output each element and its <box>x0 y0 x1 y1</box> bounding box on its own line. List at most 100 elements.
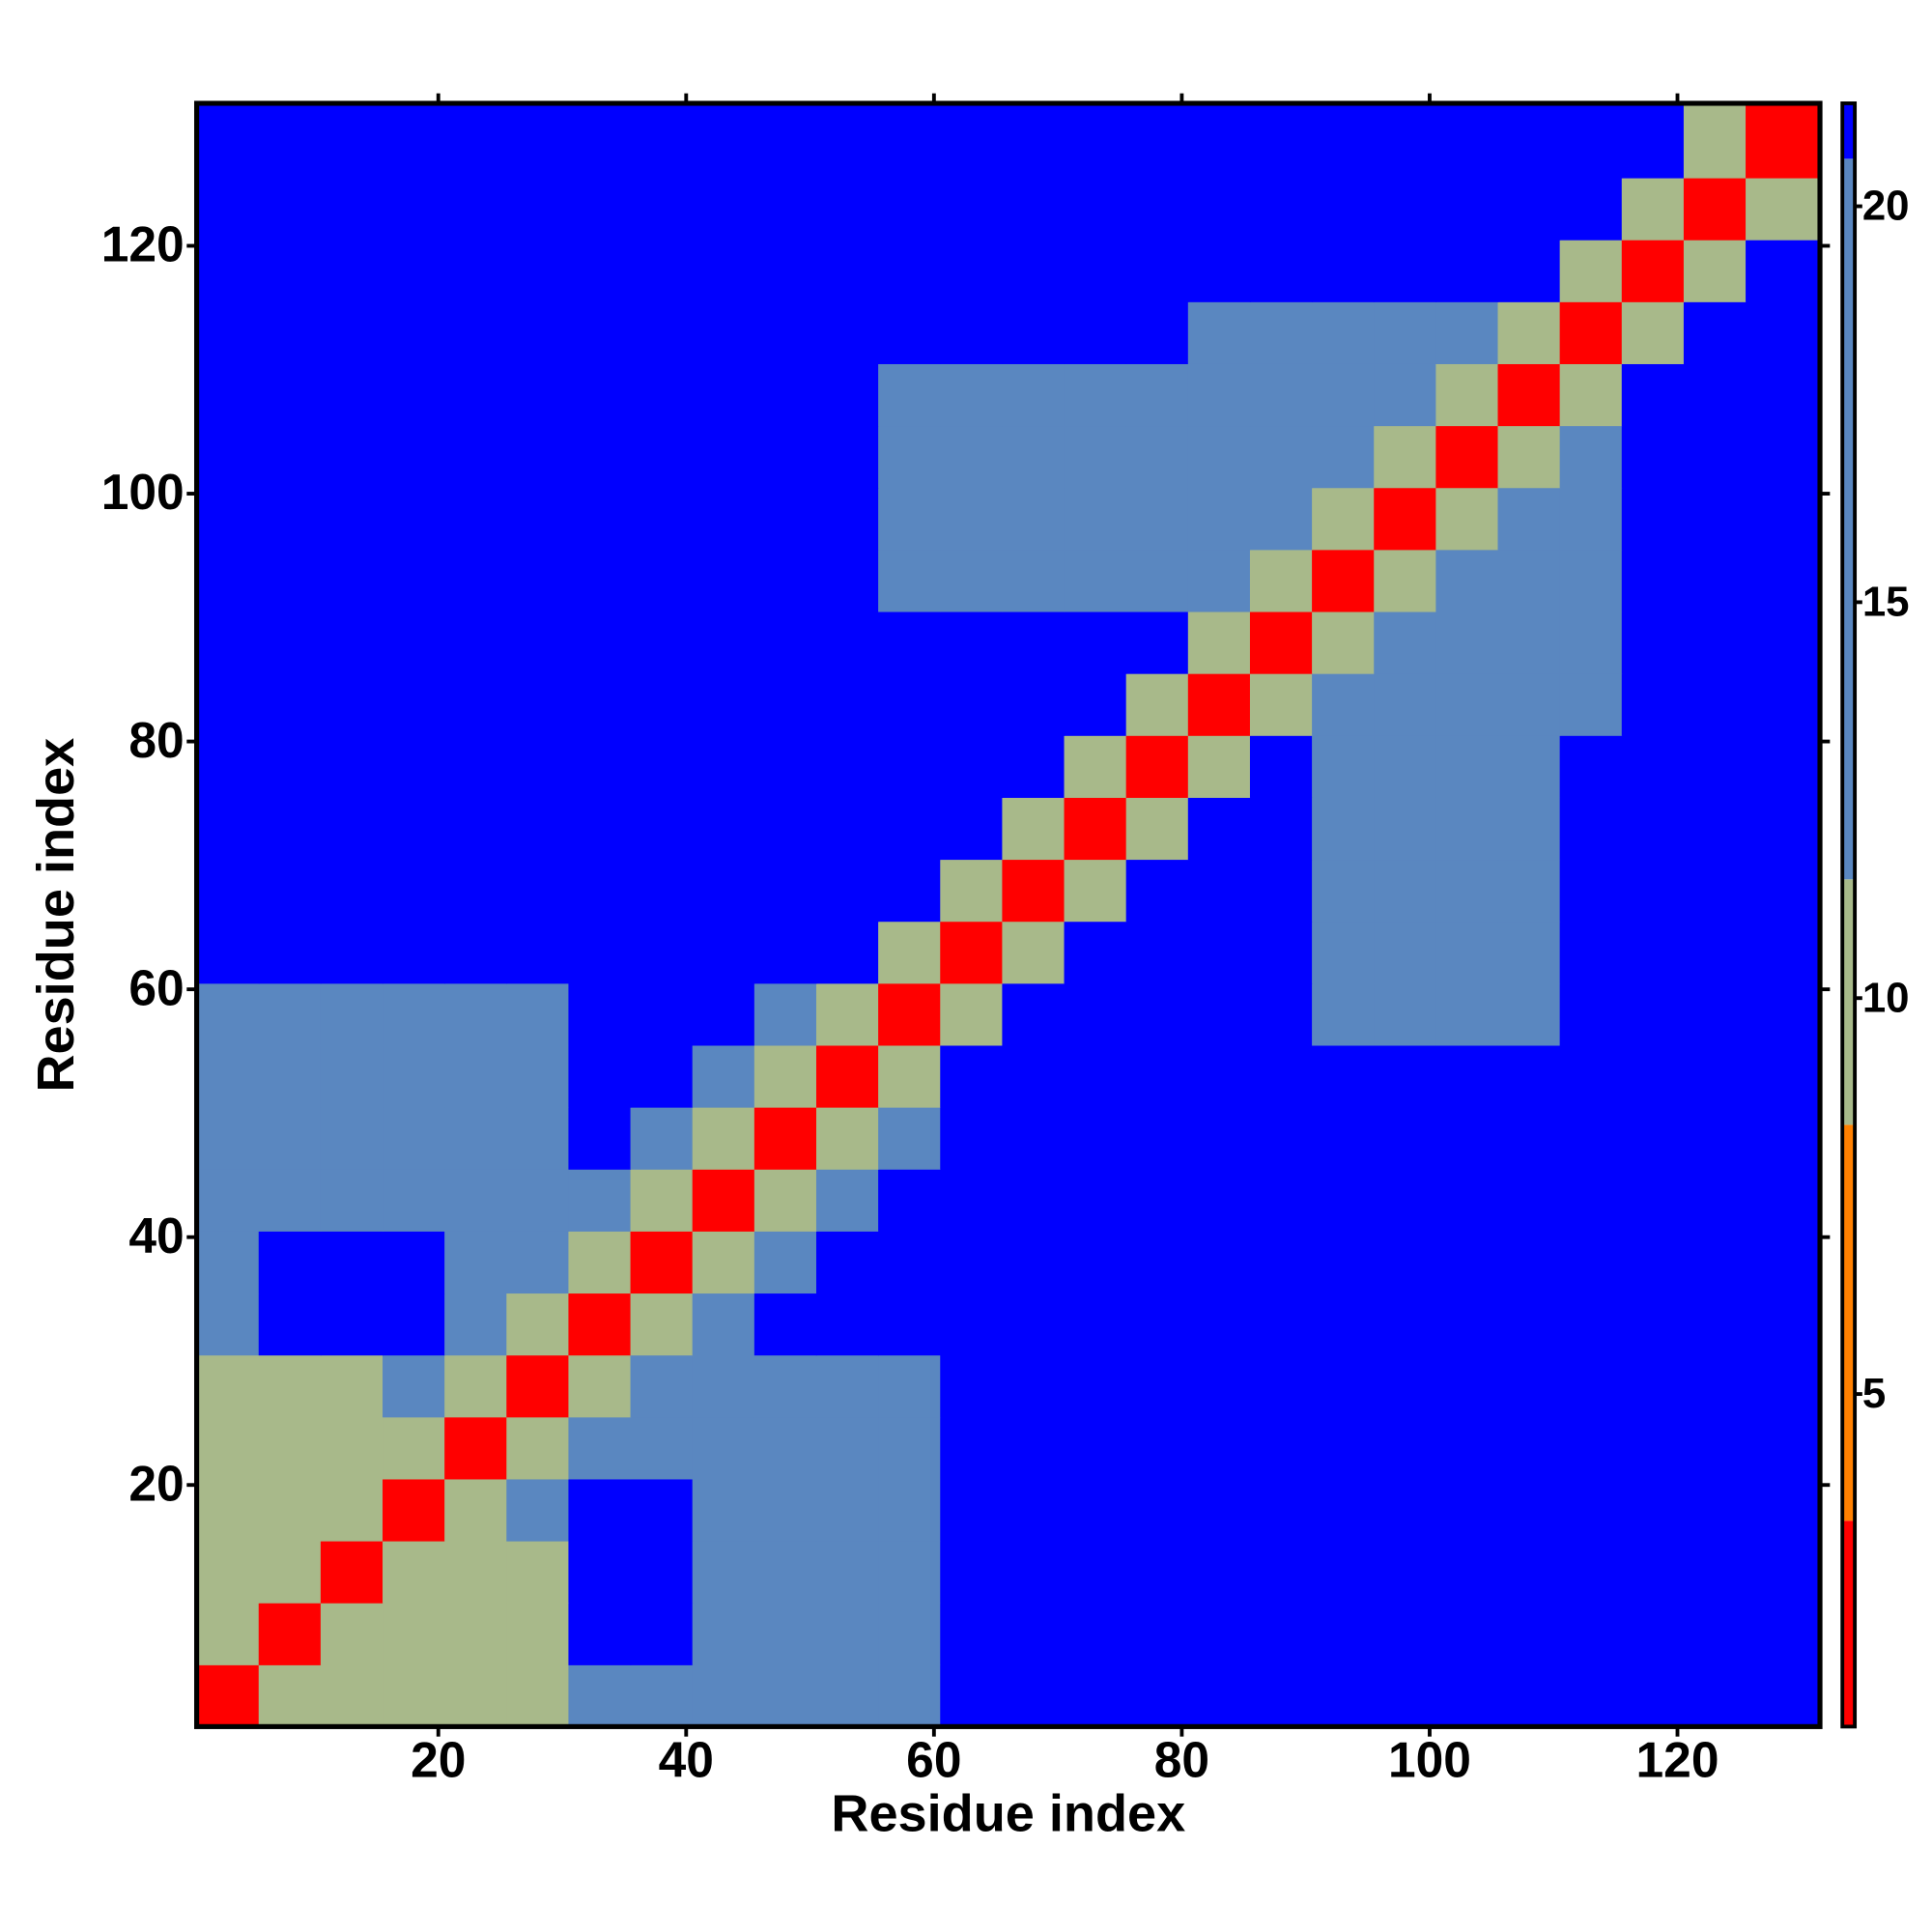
heatmap-cell <box>1312 487 1375 551</box>
heatmap-cell <box>630 1416 694 1480</box>
heatmap-cell <box>1125 921 1189 984</box>
heatmap-cell <box>383 1169 445 1232</box>
heatmap-cell <box>1746 735 1821 798</box>
heatmap-cell <box>383 363 445 427</box>
heatmap-cell <box>1187 673 1251 736</box>
heatmap-cell <box>1497 240 1561 302</box>
heatmap-cell <box>1683 1044 1747 1108</box>
heatmap-cell <box>506 1169 570 1232</box>
heatmap-cell <box>630 102 694 179</box>
heatmap-cell <box>878 1106 941 1170</box>
heatmap-cell <box>1249 611 1313 674</box>
heatmap-cell <box>444 1293 507 1356</box>
heatmap-cell <box>258 363 322 427</box>
heatmap-cell <box>878 301 941 364</box>
heatmap-cell <box>1374 859 1437 923</box>
heatmap-cell <box>630 982 694 1046</box>
colorbar-tick-label: 20 <box>1862 183 1910 230</box>
heatmap-cell <box>815 611 879 674</box>
heatmap-cell <box>196 301 260 364</box>
heatmap-cell <box>506 549 570 612</box>
heatmap-cell <box>692 1293 755 1356</box>
heatmap-cell <box>753 1044 817 1108</box>
y-tick-label: 20 <box>128 1455 184 1511</box>
heatmap-cell <box>1002 1540 1065 1604</box>
heatmap-cell <box>383 102 445 179</box>
heatmap-cell <box>1002 240 1065 302</box>
heatmap-cell <box>1435 1478 1499 1542</box>
heatmap-cell <box>815 1603 879 1665</box>
heatmap-cell <box>320 1603 384 1665</box>
heatmap-cell <box>258 1416 322 1480</box>
heatmap-cell <box>1497 1293 1561 1356</box>
heatmap-cell <box>753 797 817 861</box>
heatmap-cell <box>1374 1044 1437 1108</box>
heatmap-cell <box>940 921 1004 984</box>
heatmap-cell <box>1374 1478 1437 1542</box>
heatmap-cell <box>444 611 507 674</box>
heatmap-cell <box>878 611 941 674</box>
heatmap-cell <box>1187 797 1251 861</box>
heatmap-cell <box>692 1540 755 1604</box>
heatmap-cell <box>1559 549 1623 612</box>
heatmap-cell <box>258 1354 322 1418</box>
heatmap-cell <box>630 549 694 612</box>
heatmap-cell <box>1559 301 1623 364</box>
heatmap-cell <box>258 921 322 984</box>
heatmap-cell <box>444 1603 507 1665</box>
heatmap-cell <box>444 102 507 179</box>
heatmap-cell <box>506 363 570 427</box>
heatmap-cell <box>1746 1293 1821 1356</box>
heatmap-cell <box>815 1106 879 1170</box>
heatmap-cell <box>1374 611 1437 674</box>
heatmap-cell <box>630 1106 694 1170</box>
heatmap-cell <box>1435 921 1499 984</box>
heatmap-cell <box>568 102 632 179</box>
heatmap-cell <box>1249 1664 1313 1728</box>
heatmap-cell <box>1187 1478 1251 1542</box>
heatmap-cell <box>1621 240 1685 302</box>
heatmap-cell <box>383 487 445 551</box>
heatmap-cell <box>878 177 941 241</box>
heatmap-cell <box>1374 735 1437 798</box>
heatmap-cell <box>630 177 694 241</box>
heatmap-cell <box>1621 1231 1685 1294</box>
heatmap-cell <box>753 102 817 179</box>
heatmap-cell <box>1125 1478 1189 1542</box>
heatmap-cell <box>1125 102 1189 179</box>
heatmap-cell <box>506 673 570 736</box>
heatmap-cell <box>196 1603 260 1665</box>
heatmap-cell <box>878 102 941 179</box>
heatmap-cell <box>1374 549 1437 612</box>
heatmap-cell <box>1435 1354 1499 1418</box>
heatmap-cell <box>1746 363 1821 427</box>
heatmap-cell <box>1435 1603 1499 1665</box>
heatmap-cell <box>1125 549 1189 612</box>
heatmap-cell <box>1002 1169 1065 1232</box>
heatmap-cell <box>1435 1169 1499 1232</box>
heatmap-cell <box>1435 982 1499 1046</box>
heatmap-cell <box>383 1231 445 1294</box>
heatmap-cell <box>1435 859 1499 923</box>
heatmap-cell <box>1374 240 1437 302</box>
heatmap-cell <box>1064 735 1127 798</box>
heatmap-cell <box>940 797 1004 861</box>
colorbar-segment <box>1842 102 1856 159</box>
heatmap-cell <box>1621 797 1685 861</box>
heatmap-cell <box>258 1044 322 1108</box>
heatmap-cell <box>506 735 570 798</box>
heatmap-cell <box>1002 673 1065 736</box>
heatmap-cell <box>1249 921 1313 984</box>
heatmap-cell <box>1435 487 1499 551</box>
heatmap-cell <box>1683 921 1747 984</box>
heatmap-cell <box>753 673 817 736</box>
heatmap-cell <box>630 611 694 674</box>
heatmap-cell <box>1374 177 1437 241</box>
heatmap-cell <box>1187 1664 1251 1728</box>
x-tick-label: 80 <box>1154 1732 1209 1788</box>
heatmap-cell <box>444 301 507 364</box>
heatmap-cell <box>1621 982 1685 1046</box>
heatmap-cell <box>1497 1478 1561 1542</box>
heatmap-cell <box>1559 797 1623 861</box>
heatmap-cell <box>1559 425 1623 489</box>
